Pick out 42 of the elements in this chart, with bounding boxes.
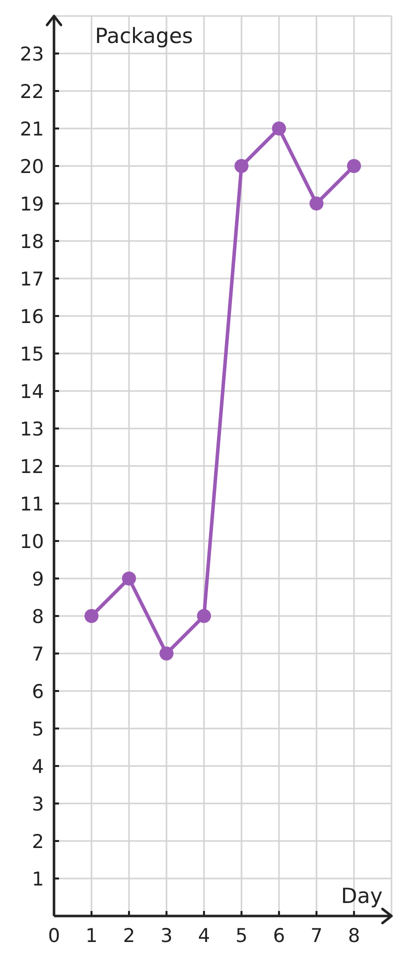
y-tick-label: 9 bbox=[32, 568, 44, 590]
y-tick-label: 18 bbox=[20, 231, 44, 253]
y-tick-label: 4 bbox=[32, 756, 44, 778]
x-tick-label: 6 bbox=[272, 925, 286, 947]
y-tick-label: 23 bbox=[20, 44, 44, 66]
point bbox=[347, 159, 361, 173]
point bbox=[310, 196, 324, 210]
y-tick-label: 3 bbox=[32, 794, 44, 816]
x-tick-label: 4 bbox=[198, 925, 210, 947]
point bbox=[197, 609, 211, 623]
y-tick-label: 20 bbox=[20, 156, 44, 178]
y-tick-label: 5 bbox=[32, 718, 44, 740]
x-tick-label: 8 bbox=[348, 925, 360, 947]
x-tick-label: 7 bbox=[310, 925, 323, 947]
x-tick-label: 0 bbox=[48, 925, 60, 947]
y-tick-label: 13 bbox=[20, 418, 44, 440]
x-tick-label: 5 bbox=[235, 925, 248, 947]
y-tick-label: 19 bbox=[20, 194, 44, 216]
y-tick-label: 17 bbox=[20, 268, 44, 290]
y-tick-label: 12 bbox=[20, 456, 44, 478]
y-tick-label: 8 bbox=[32, 606, 44, 628]
y-tick-label: 16 bbox=[20, 306, 44, 328]
y-tick-label: 22 bbox=[20, 81, 44, 103]
point bbox=[160, 646, 174, 660]
x-tick-label: 3 bbox=[160, 925, 173, 947]
y-tick-label: 6 bbox=[32, 681, 44, 703]
y-tick-label: 14 bbox=[20, 381, 44, 403]
y-axis-title: Packages bbox=[95, 24, 193, 48]
x-axis-title: Day bbox=[341, 884, 382, 908]
y-tick-label: 1 bbox=[32, 868, 44, 890]
point bbox=[122, 572, 136, 586]
x-tick-label: 1 bbox=[85, 925, 98, 947]
y-tick-label: 7 bbox=[32, 644, 44, 666]
y-tick-label: 21 bbox=[20, 118, 44, 140]
y-tick-label: 10 bbox=[20, 531, 44, 553]
y-tick-label: 2 bbox=[32, 831, 44, 853]
y-tick-label: 15 bbox=[20, 344, 44, 366]
y-tick-label: 11 bbox=[20, 494, 44, 516]
point bbox=[84, 609, 98, 623]
point bbox=[272, 122, 286, 136]
point bbox=[234, 159, 248, 173]
x-tick-label: 2 bbox=[122, 925, 136, 947]
